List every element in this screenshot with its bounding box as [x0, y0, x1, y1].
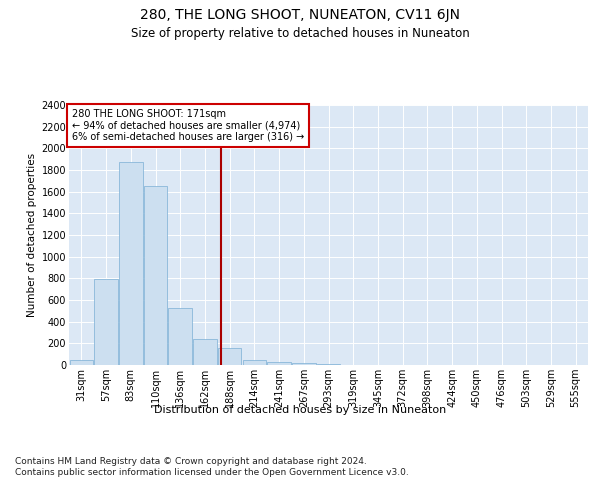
Bar: [70, 360, 93, 365]
Y-axis label: Number of detached properties: Number of detached properties: [28, 153, 37, 317]
Bar: [119, 162, 143, 365]
Text: 280, THE LONG SHOOT, NUNEATON, CV11 6JN: 280, THE LONG SHOOT, NUNEATON, CV11 6JN: [140, 8, 460, 22]
Bar: [144, 186, 167, 365]
Bar: [292, 364, 316, 365]
Bar: [268, 362, 291, 365]
Bar: [94, 280, 118, 365]
Text: Size of property relative to detached houses in Nuneaton: Size of property relative to detached ho…: [131, 28, 469, 40]
Bar: [169, 308, 192, 365]
Bar: [317, 364, 340, 365]
Text: Contains HM Land Registry data © Crown copyright and database right 2024.
Contai: Contains HM Land Registry data © Crown c…: [15, 458, 409, 477]
Text: Distribution of detached houses by size in Nuneaton: Distribution of detached houses by size …: [154, 405, 446, 415]
Text: 280 THE LONG SHOOT: 171sqm
← 94% of detached houses are smaller (4,974)
6% of se: 280 THE LONG SHOOT: 171sqm ← 94% of deta…: [71, 109, 304, 142]
Bar: [193, 339, 217, 365]
Bar: [218, 348, 241, 365]
Bar: [242, 360, 266, 365]
